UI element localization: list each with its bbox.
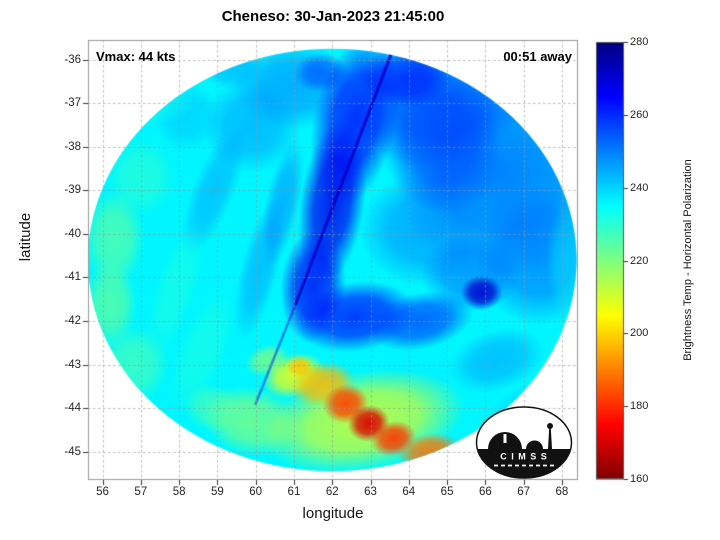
x-tick-label: 64 — [402, 486, 416, 498]
y-tick-label: -43 — [64, 358, 81, 371]
x-tick-label: 60 — [249, 486, 263, 498]
cimss-logo: C I M S S — [475, 406, 573, 479]
x-tick-label: 65 — [440, 486, 454, 498]
colorbar-tick-label: 260 — [630, 108, 649, 121]
x-tick-label: 62 — [325, 486, 339, 498]
y-tick-label: -40 — [64, 227, 81, 240]
time-offset-annotation: 00:51 away — [503, 49, 572, 64]
colorbar-tick-label: 180 — [630, 400, 649, 413]
x-tick-label: 66 — [478, 486, 492, 498]
y-axis-label: latitude — [17, 212, 34, 262]
x-tick-label: 59 — [210, 486, 224, 498]
colorbar-tick-label: 280 — [630, 36, 649, 48]
x-tick-label: 56 — [96, 486, 109, 498]
plot-title: Cheneso: 30-Jan-2023 21:45:00 — [221, 8, 445, 25]
tower-icon — [548, 428, 552, 449]
colorbar-tick-label: 220 — [630, 254, 649, 267]
colorbar-tick-label: 240 — [630, 181, 649, 194]
vmax-annotation: Vmax: 44 kts — [96, 49, 176, 64]
x-tick-label: 61 — [287, 486, 301, 498]
x-tick-label: 57 — [134, 486, 148, 498]
y-tick-label: -37 — [64, 97, 81, 110]
y-tick-label: -45 — [64, 445, 81, 458]
observatory-dome-small-icon — [526, 440, 543, 449]
y-tick-label: -39 — [64, 184, 81, 197]
colorbar-tick-label: 200 — [630, 327, 649, 340]
y-tick-label: -42 — [64, 314, 81, 327]
y-tick-label: -36 — [64, 53, 81, 66]
tower-top-icon — [547, 423, 553, 429]
dome-slit-icon — [503, 434, 507, 443]
y-tick-label: -44 — [64, 402, 81, 415]
x-tick-label: 67 — [517, 486, 531, 498]
y-tick-label: -38 — [64, 140, 81, 153]
x-axis-label: longitude — [302, 505, 364, 522]
colorbar-label: Brightness Temp - Horizontal Polarizatio… — [682, 159, 694, 361]
x-tick-label: 68 — [555, 486, 569, 498]
x-tick-label: 58 — [172, 486, 186, 498]
colorbar-tick-label: 160 — [630, 473, 649, 485]
y-tick-label: -41 — [64, 271, 81, 284]
logo-text: C I M S S — [500, 452, 548, 462]
x-tick-label: 63 — [364, 486, 377, 498]
